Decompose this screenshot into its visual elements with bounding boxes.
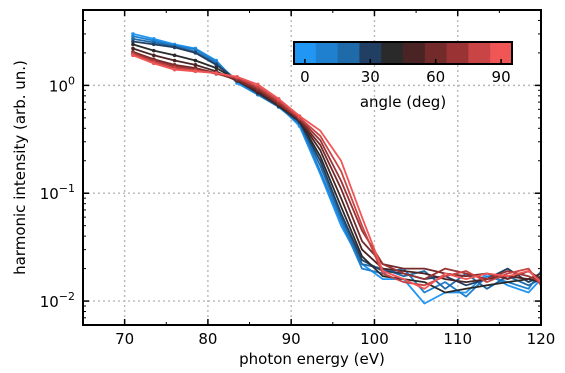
series-point (172, 67, 177, 72)
colorbar-frame (293, 41, 513, 65)
y-tick-exponent: 0 (68, 74, 75, 87)
x-tick-label: 100 (360, 330, 389, 348)
colorbar-segment (403, 42, 426, 64)
series-point (131, 46, 135, 51)
y-tick-base: 10 (40, 293, 59, 311)
series-line-10deg (132, 35, 542, 298)
colorbar-segment (315, 42, 339, 64)
series-point (151, 53, 156, 58)
series-line-80deg (132, 53, 542, 287)
x-tick-label: 90 (282, 330, 301, 348)
series-point (193, 69, 198, 74)
series-point (151, 48, 156, 53)
colorbar-tick-label: 0 (300, 68, 310, 86)
plot-frame (82, 9, 542, 326)
colorbar-segment (424, 42, 448, 64)
y-tick-label: 100 (49, 74, 75, 95)
y-tick-base: 10 (49, 77, 68, 95)
colorbar-segment (337, 42, 360, 64)
series-point (131, 42, 135, 47)
series-point (193, 51, 198, 55)
series-point (214, 63, 219, 67)
y-tick-exponent: −1 (59, 182, 75, 195)
colorbar: 0 30 60 90 angle (deg) (293, 41, 513, 111)
grid (83, 10, 542, 325)
series-point (214, 66, 219, 70)
y-tick-label: 10−2 (40, 290, 75, 311)
series-point (297, 114, 302, 118)
series-point (256, 82, 260, 87)
series-point (193, 58, 198, 63)
colorbar-tick-label: 30 (361, 68, 380, 86)
colorbar-segment (381, 42, 404, 64)
x-tick-label: 80 (198, 330, 217, 348)
series-line-60deg (132, 50, 542, 281)
colorbar-tick-label: 90 (492, 68, 511, 86)
series-line-40deg (132, 43, 542, 294)
series-line-30deg (132, 40, 542, 287)
series-line-0deg (132, 33, 542, 305)
colorbar-label: angle (deg) (360, 93, 446, 111)
series-point (276, 97, 281, 101)
x-tick-label: 110 (443, 330, 472, 348)
x-axis-label: photon energy (eV) (239, 350, 385, 368)
series-point (131, 39, 135, 44)
series-point (235, 75, 239, 79)
y-axis-label: harmonic intensity (arb. un.) (11, 60, 29, 275)
y-tick-label: 10−1 (40, 182, 75, 203)
series-point (172, 45, 177, 50)
y-tick-exponent: −2 (59, 290, 75, 303)
series-point (131, 34, 135, 39)
series-point (151, 61, 156, 66)
x-tick-label: 70 (115, 330, 134, 348)
colorbar-segment (468, 42, 491, 64)
series-point (172, 53, 177, 58)
colorbar-segment (294, 42, 317, 64)
series-point (193, 63, 198, 67)
x-tick-label: 120 (527, 330, 556, 348)
series-point (131, 53, 135, 58)
colorbar-segment (359, 42, 382, 64)
series-point (151, 42, 156, 47)
series-point (172, 58, 177, 63)
colorbar-segment (446, 42, 469, 64)
series-line-90deg (132, 54, 542, 290)
series-point (214, 71, 219, 75)
colorbar-tick-label: 60 (426, 68, 445, 86)
series-line-50deg (132, 47, 542, 284)
series-line-70deg (132, 52, 542, 283)
colorbar-segment (490, 42, 513, 64)
series-point (131, 37, 135, 41)
y-tick-base: 10 (40, 185, 59, 203)
series-line-20deg (132, 38, 542, 290)
series-group (131, 32, 542, 305)
